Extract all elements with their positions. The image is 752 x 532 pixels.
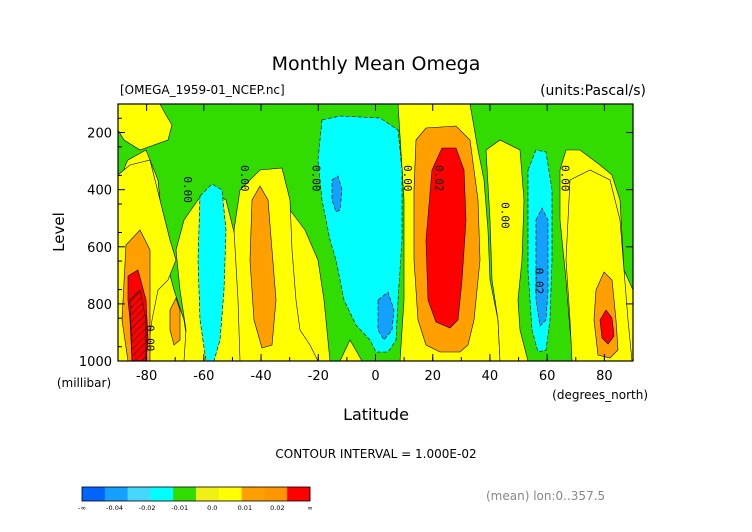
- units-label: (units:Pascal/s): [540, 83, 646, 99]
- blue-region-central: [377, 291, 395, 341]
- colorbar-swatch: [82, 487, 106, 501]
- blue-region-upper: [331, 175, 343, 213]
- contour-interval-text: CONTOUR INTERVAL = 1.000E-02: [275, 447, 476, 461]
- colorbar-label: 0.02: [270, 504, 284, 512]
- colorbar-swatch: [218, 487, 242, 501]
- colorbar-label: -0.04: [106, 504, 123, 512]
- colorbar-label: -0.02: [139, 504, 156, 512]
- contour-label: 0.00: [238, 165, 251, 192]
- file-label: [OMEGA_1959-01_NCEP.nc]: [120, 83, 285, 97]
- red-region-north: [599, 309, 615, 345]
- colorbar-swatch: [196, 487, 220, 501]
- yellow-band-south-a: [118, 104, 173, 151]
- colorbar-swatch: [264, 487, 288, 501]
- colorbar-swatch: [173, 487, 197, 501]
- x-axis: -80 -60 -40 -20 0 20 40 60 80: [117, 104, 634, 384]
- y-tick-label: 200: [87, 127, 112, 142]
- chart-title: Monthly Mean Omega: [272, 53, 481, 75]
- y-tick-label: 400: [87, 184, 112, 199]
- contour-label-group: 0.00 0.00 0.00 0.00 0.02 0.00 0.00 0.02 0.00: [144, 165, 572, 351]
- colorbar-label: ∞: [307, 504, 312, 512]
- colorbar-swatch: [150, 487, 174, 501]
- contour-label: 0.02: [533, 268, 546, 295]
- y-tick-label: 1000: [79, 355, 112, 370]
- blue-region-north: [535, 207, 549, 327]
- contour-label: 0.00: [181, 176, 194, 203]
- x-tick-label: 60: [539, 369, 556, 384]
- contour-label: 0.00: [401, 165, 414, 192]
- colorbar: -∞ -0.04 -0.02 -0.01 0.0 0.01 0.02 ∞: [78, 486, 313, 512]
- x-tick-label: 40: [482, 369, 499, 384]
- orange-region-south-a: [249, 185, 277, 349]
- mean-text: (mean) lon:0..357.5: [486, 489, 605, 503]
- x-tick-label: -80: [136, 369, 157, 384]
- cyan-region-south: [197, 183, 227, 361]
- x-axis-units: (degrees_north): [552, 388, 648, 402]
- colorbar-swatch: [104, 487, 128, 501]
- cyan-region-central: [317, 115, 403, 353]
- x-axis-label: Latitude: [343, 405, 409, 424]
- contour-label: 0.00: [498, 202, 511, 229]
- x-tick-label: 80: [596, 369, 613, 384]
- colorbar-label: 0.0: [207, 504, 217, 512]
- red-region-tropical: [425, 147, 467, 329]
- contour-label: 0.00: [144, 325, 157, 352]
- y-tick-label: 600: [87, 241, 112, 256]
- contour-label: 0.02: [433, 165, 446, 192]
- y-axis: 200 400 600 800 1000: [79, 117, 633, 370]
- hatched-region-south: [129, 289, 147, 361]
- colorbar-label: -∞: [78, 504, 86, 512]
- colorbar-swatch: [241, 487, 265, 501]
- x-tick-label: 0: [371, 369, 379, 384]
- colorbar-swatch: [127, 487, 151, 501]
- contour-label: 0.00: [558, 165, 571, 192]
- contour-field: 0.00 0.00 0.00 0.00 0.02 0.00 0.00 0.02 0.00: [118, 104, 633, 361]
- x-tick-label: 20: [424, 369, 441, 384]
- colorbar-swatch: [287, 487, 311, 501]
- colorbar-label: 0.01: [238, 504, 252, 512]
- x-tick-label: -20: [308, 369, 329, 384]
- y-tick-label: 800: [87, 298, 112, 313]
- colorbar-label: -0.01: [171, 504, 188, 512]
- yellow-band-north-a: [485, 139, 529, 361]
- orange-region-south-c: [169, 297, 181, 346]
- colorbar-frame: [81, 486, 311, 502]
- contour-label: 0.00: [310, 165, 323, 192]
- x-tick-label: -40: [250, 369, 271, 384]
- y-axis-label: Level: [50, 212, 68, 252]
- x-tick-label: -60: [193, 369, 214, 384]
- y-axis-units: (millibar): [57, 376, 111, 390]
